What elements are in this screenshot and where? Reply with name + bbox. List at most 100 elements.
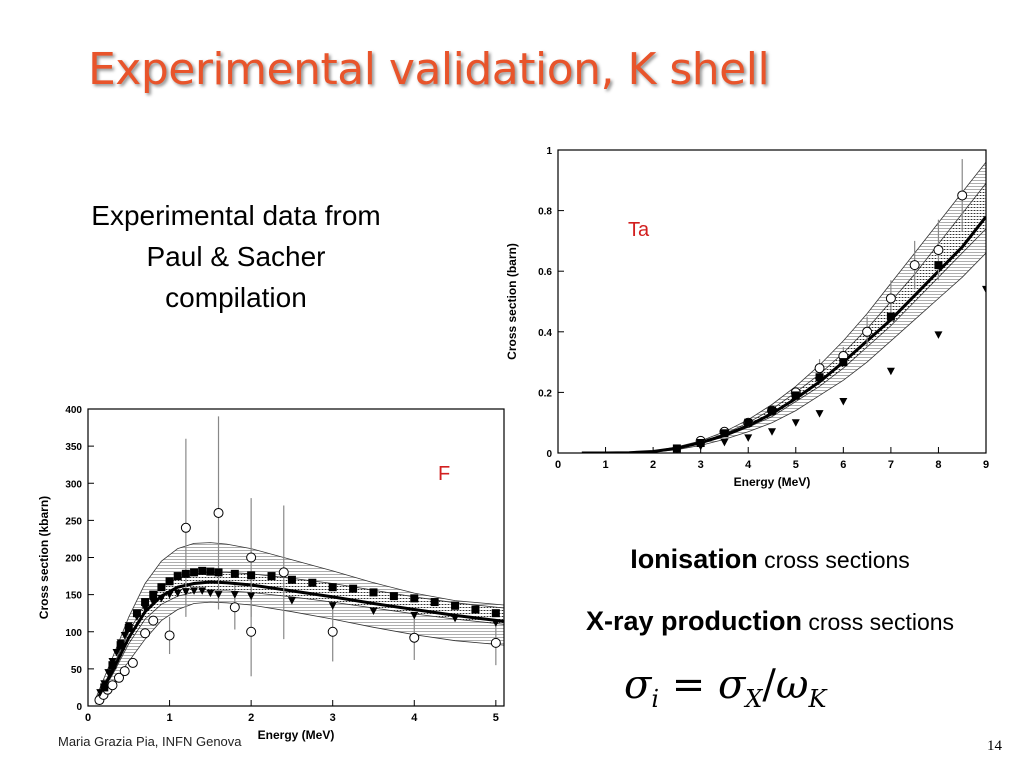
data-point-filled-square: [389, 592, 398, 601]
data-point-filled-triangle: [287, 597, 296, 605]
data-point-filled-square: [815, 373, 824, 382]
data-point-filled-square: [791, 391, 800, 400]
x-tick-label: 9: [983, 459, 989, 471]
data-point-filled-triangle: [112, 649, 121, 657]
formula-num: σ: [717, 662, 746, 708]
data-point-filled-triangle: [181, 588, 190, 596]
data-point-open-circle: [140, 628, 151, 639]
data-point-filled-square: [173, 572, 182, 581]
plot-frame: [557, 149, 987, 454]
data-point-filled-square: [744, 418, 753, 427]
x-tick-label: 2: [248, 712, 254, 724]
data-point-filled-triangle: [768, 428, 776, 436]
y-tick-label: 200: [65, 554, 82, 565]
x-tick-label: 3: [330, 712, 336, 724]
data-point-filled-square: [230, 569, 239, 578]
x-axis-label: Energy (MeV): [258, 728, 335, 742]
x-tick-label: 0: [85, 712, 91, 724]
data-point-filled-triangle: [247, 592, 256, 601]
data-point-filled-triangle: [791, 419, 800, 427]
data-point-filled-triangle: [96, 689, 105, 697]
page-number: 14: [987, 738, 1002, 754]
data-point-filled-square: [181, 569, 190, 578]
data-point-filled-triangle: [744, 434, 753, 442]
formula-lhs: σ: [624, 662, 652, 708]
ionisation-caption: Ionisation cross sections: [520, 544, 1020, 575]
data-point-open-circle: [164, 630, 175, 641]
x-tick-label: 2: [650, 459, 656, 471]
data-point-filled-triangle: [157, 594, 166, 603]
y-tick-label: 400: [65, 405, 82, 416]
data-point-filled-triangle: [104, 669, 113, 677]
data-point-open-circle: [107, 680, 118, 691]
element-label: F: [438, 463, 450, 485]
data-point-filled-square: [190, 568, 199, 577]
data-point-filled-square: [214, 568, 223, 577]
data-point-open-circle: [278, 567, 289, 578]
data-point-filled-triangle: [190, 587, 199, 595]
data-point-open-circle: [119, 666, 130, 677]
data-point-open-circle: [229, 602, 240, 613]
y-tick-label: 0: [546, 449, 552, 460]
data-point-filled-triangle: [124, 622, 133, 630]
data-point-filled-triangle: [934, 331, 943, 339]
data-point-filled-triangle: [451, 614, 460, 623]
data-point-filled-triangle: [839, 397, 848, 406]
x-tick-label: 1: [167, 712, 173, 724]
data-point-open-circle: [885, 293, 896, 304]
data-point-filled-triangle: [132, 613, 141, 621]
footer-author: Maria Grazia Pia, INFN Genova: [58, 734, 242, 748]
formula-lhs-sub: i: [651, 685, 659, 713]
data-point-filled-triangle: [173, 589, 182, 598]
y-axis-label: Cross section (kbarn): [37, 496, 51, 619]
xray-bold: X-ray production: [585, 606, 802, 636]
data-point-open-circle: [957, 190, 968, 201]
x-tick-label: 5: [493, 712, 499, 724]
data-point-open-circle: [409, 632, 420, 643]
data-point-filled-square: [287, 575, 296, 584]
data-point-open-circle: [862, 326, 873, 337]
y-tick-label: 100: [65, 628, 82, 639]
data-point-filled-square: [328, 583, 337, 592]
data-point-filled-triangle: [672, 446, 681, 453]
plot-frame: [87, 408, 505, 707]
data-point-filled-square: [132, 609, 141, 618]
y-tick-label: 150: [65, 591, 82, 602]
y-tick-label: 0.6: [538, 267, 552, 278]
data-point-filled-triangle: [108, 657, 117, 666]
data-point-filled-square: [349, 584, 358, 593]
y-tick-label: 300: [65, 479, 82, 490]
y-tick-label: 0.8: [538, 207, 552, 218]
data-point-filled-square: [451, 601, 460, 610]
data-point-open-circle: [909, 260, 920, 271]
y-tick-label: 1: [546, 146, 552, 157]
data-point-filled-square: [141, 598, 150, 607]
data-point-open-circle: [180, 522, 191, 533]
data-point-open-circle: [814, 363, 825, 374]
data-point-open-circle: [327, 626, 338, 637]
intro-line: Experimental data from: [91, 200, 381, 231]
data-point-filled-square: [267, 572, 276, 581]
data-point-filled-square: [149, 590, 158, 599]
data-point-filled-triangle: [369, 607, 378, 615]
x-tick-label: 6: [840, 459, 846, 471]
data-point-open-circle: [246, 552, 257, 563]
y-tick-label: 350: [65, 442, 82, 453]
data-point-filled-square: [308, 578, 317, 587]
data-point-filled-square: [247, 571, 256, 580]
data-point-filled-triangle: [198, 587, 207, 595]
plot-area: [94, 416, 504, 706]
formula-den-sub: K: [808, 685, 827, 713]
data-point-filled-square: [157, 583, 166, 592]
data-point-filled-square: [410, 594, 419, 603]
x-tick-label: 7: [888, 459, 894, 471]
data-point-open-circle: [127, 657, 138, 668]
y-tick-label: 0: [76, 702, 82, 713]
data-point-filled-triangle: [141, 604, 150, 612]
data-point-filled-square: [720, 429, 729, 438]
data-point-open-circle: [246, 626, 257, 637]
xray-caption: X-ray production cross sections: [520, 606, 1020, 637]
data-point-filled-square: [886, 312, 895, 321]
data-point-filled-square: [768, 406, 776, 415]
intro-line: compilation: [165, 282, 307, 313]
